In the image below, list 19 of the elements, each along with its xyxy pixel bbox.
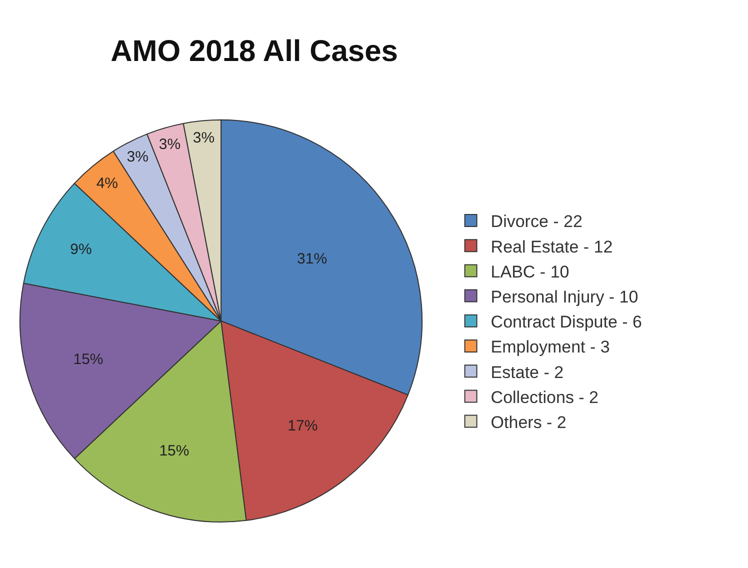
legend-label: Estate - 2	[490, 362, 564, 382]
legend-label: Collections - 2	[490, 388, 599, 407]
data-label: 3%	[158, 136, 181, 154]
data-label: 9%	[70, 241, 92, 258]
data-label: 15%	[73, 351, 104, 368]
legend-label: Personal Injury - 10	[490, 287, 638, 306]
data-label: 17%	[288, 418, 318, 435]
data-label: 3%	[126, 148, 148, 166]
data-label: 4%	[96, 174, 118, 192]
legend-label: Others - 2	[490, 412, 566, 432]
data-label: 15%	[159, 442, 190, 460]
chart-title: AMO 2018 All Cases	[110, 34, 398, 68]
legend-label: LABC - 10	[490, 262, 570, 282]
legend-label: Divorce - 22	[490, 212, 582, 232]
data-label: 31%	[297, 250, 328, 268]
legend-label: Employment - 3	[490, 338, 610, 357]
data-label: 3%	[192, 130, 215, 147]
legend-label: Contract Dispute - 6	[490, 312, 642, 332]
legend-label: Real Estate - 12	[490, 237, 613, 256]
